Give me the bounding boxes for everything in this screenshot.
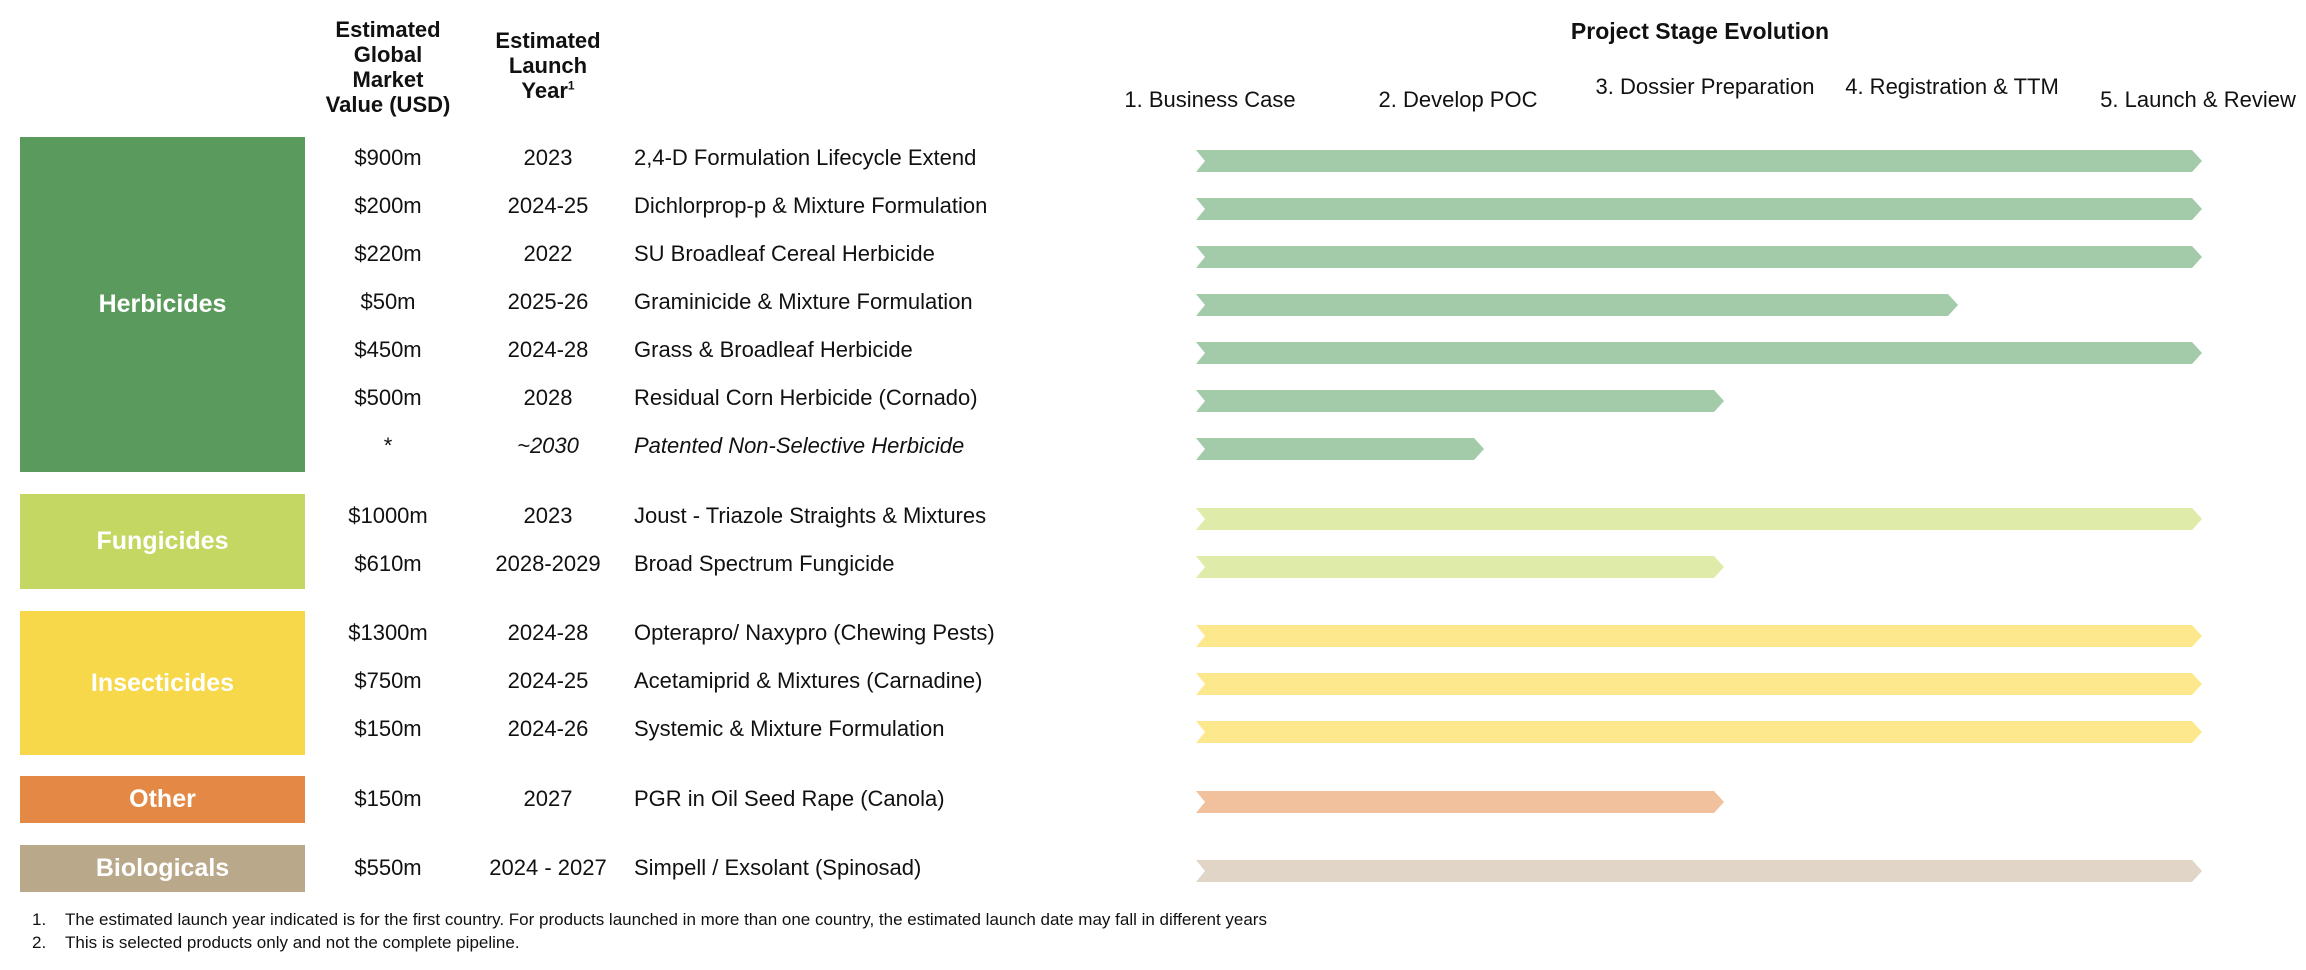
launch-year: 2025-26 [507,289,589,314]
category-insecticides: Insecticides [20,611,305,755]
product-name: Acetamiprid & Mixtures (Carnadine) [634,668,983,693]
footnote-text: The estimated launch year indicated is f… [65,910,1267,929]
progress-bar [1196,556,1724,578]
progress-bar [1196,342,2202,364]
market-value: $500m [354,385,422,410]
header-value-line: Value (USD) [325,92,451,117]
header-launch-year: Estimated Launch Year1 [478,28,618,103]
launch-year: 2024 - 2027 [489,855,607,880]
progress-bar [1196,625,2202,647]
launch-year: 2028-2029 [495,551,601,576]
progress-bar [1196,860,2202,882]
product-name: Patented Non-Selective Herbicide [634,433,965,458]
launch-year: ~2030 [517,433,579,458]
category-label: Insecticides [90,668,235,697]
launch-year: 2023 [523,503,573,528]
launch-year: 2023 [523,145,573,170]
category-biologicals: Biologicals [20,845,305,892]
product-name: Simpell / Exsolant (Spinosad) [634,855,922,880]
category-label: Biologicals [95,854,230,882]
product-name: Opterapro/ Naxypro (Chewing Pests) [634,620,995,645]
market-value: $750m [354,668,422,693]
market-value: $610m [354,551,422,576]
market-value: $550m [354,855,422,880]
market-value: $450m [354,337,422,362]
product-name: Broad Spectrum Fungicide [634,551,895,576]
launch-year: 2024-28 [507,620,589,645]
header-value-line: Global [353,42,423,67]
progress-bar [1196,508,2202,530]
launch-year: 2022 [523,241,573,266]
progress-bar [1196,198,2202,220]
product-name: Grass & Broadleaf Herbicide [634,337,913,362]
launch-year: 2024-25 [507,193,589,218]
progress-bar [1196,673,2202,695]
category-fungicides: Fungicides [20,494,305,589]
footnote-number: 2. [32,933,47,952]
footnote-marker: 1 [567,78,575,93]
chart-title: Project Stage Evolution [1570,18,1830,44]
market-value: $150m [354,786,422,811]
product-name: PGR in Oil Seed Rape (Canola) [634,786,945,811]
category-other: Other [20,776,305,823]
header-launch-line: Estimated [495,28,601,53]
launch-year: 2028 [523,385,573,410]
product-name: 2,4-D Formulation Lifecycle Extend [634,145,977,170]
footnote: 2. This is selected products only and not… [32,933,520,953]
progress-bar [1196,438,1484,460]
market-value: $220m [354,241,422,266]
category-label: Herbicides [98,290,227,318]
header-launch-line: Launch [508,53,588,78]
category-label: Other [129,785,196,813]
product-name: Residual Corn Herbicide (Cornado) [634,385,978,410]
market-value: $50m [360,289,416,314]
footnote-text: This is selected products only and not t… [65,933,520,952]
market-value: $150m [354,716,422,741]
progress-bar [1196,246,2202,268]
progress-bar [1196,721,2202,743]
product-name: Dichlorprop-p & Mixture Formulation [634,193,988,218]
market-value: $900m [354,145,422,170]
product-name: Joust - Triazole Straights & Mixtures [634,503,987,528]
market-value: * [383,433,393,458]
stage-label: 2. Develop POC [1378,87,1538,112]
product-name: Systemic & Mixture Formulation [634,716,945,741]
launch-year: 2024-25 [507,668,589,693]
stage-label: 5. Launch & Review [2100,87,2296,112]
stage-label: 3. Dossier Preparation [1595,74,1815,99]
header-launch-line: Year1 [521,78,575,103]
market-value: $200m [354,193,422,218]
market-value: $1300m [348,620,428,645]
stage-label: 1. Business Case [1124,87,1296,112]
market-value: $1000m [348,503,428,528]
footnote: 1. The estimated launch year indicated is… [32,910,1267,930]
footnote-number: 1. [32,910,47,929]
progress-bar [1196,791,1724,813]
launch-year: 2024-28 [507,337,589,362]
launch-year: 2027 [523,786,573,811]
header-market-value: Estimated Global Market Value (USD) [318,17,458,117]
progress-bar [1196,294,1958,316]
stage-label: 4. Registration & TTM [1845,74,2059,99]
product-name: Graminicide & Mixture Formulation [634,289,973,314]
header-value-line: Market [352,67,424,92]
category-herbicides: Herbicides [20,137,305,472]
category-label: Fungicides [96,527,229,555]
launch-year: 2024-26 [507,716,589,741]
product-name: SU Broadleaf Cereal Herbicide [634,241,935,266]
header-value-line: Estimated [335,17,441,42]
progress-bar [1196,150,2202,172]
progress-bar [1196,390,1724,412]
